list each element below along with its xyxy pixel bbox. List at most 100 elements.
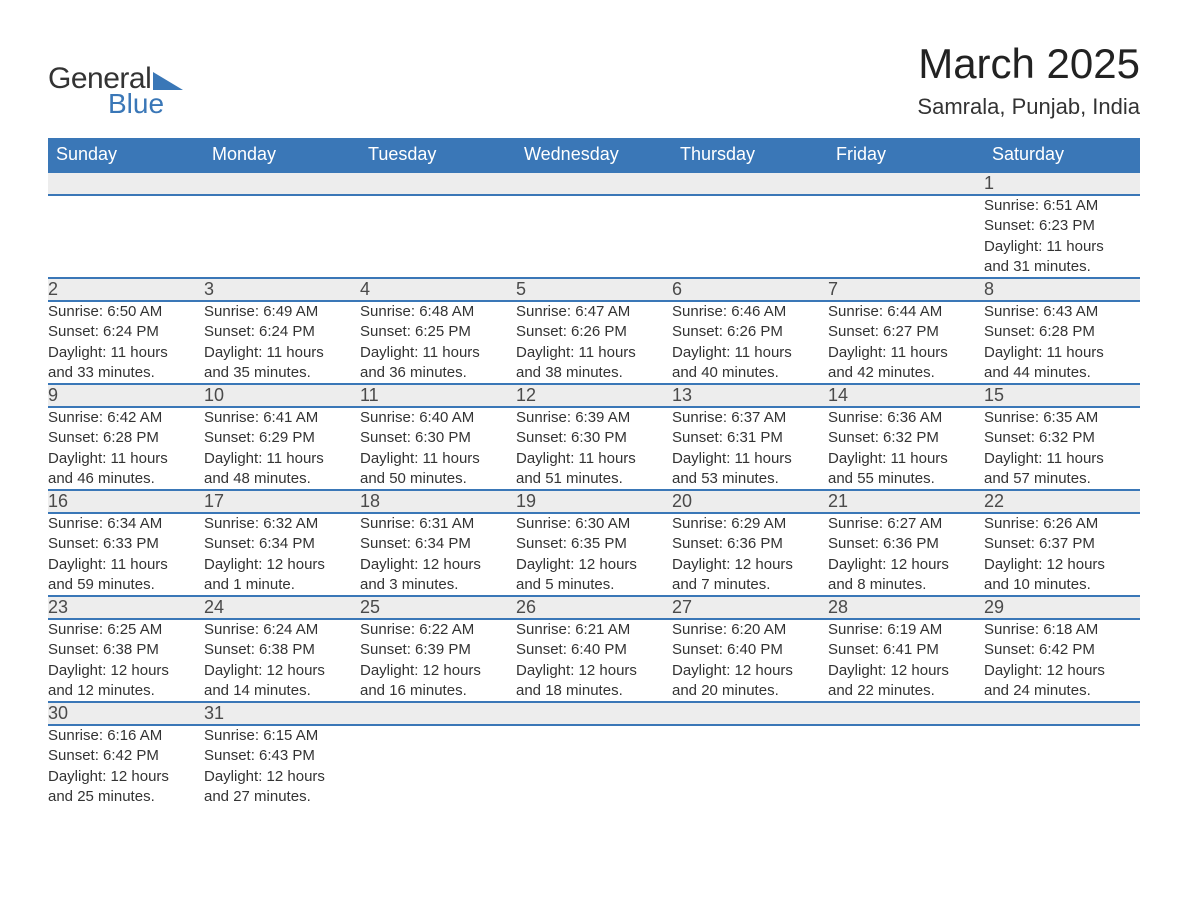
day-detail-cell: Sunrise: 6:46 AMSunset: 6:26 PMDaylight:… xyxy=(672,301,828,384)
title-block: March 2025 Samrala, Punjab, India xyxy=(917,40,1140,120)
sunrise-text: Sunrise: 6:30 AM xyxy=(516,514,672,534)
daylight-text-1: Daylight: 11 hours xyxy=(984,343,1140,363)
daylight-text-2: and 5 minutes. xyxy=(516,575,672,595)
daylight-text-2: and 36 minutes. xyxy=(360,363,516,383)
day-detail-cell: Sunrise: 6:22 AMSunset: 6:39 PMDaylight:… xyxy=(360,619,516,702)
sunset-text: Sunset: 6:24 PM xyxy=(48,322,204,342)
sunset-text: Sunset: 6:42 PM xyxy=(984,640,1140,660)
sunrise-text: Sunrise: 6:51 AM xyxy=(984,196,1140,216)
day-number-cell: 27 xyxy=(672,596,828,619)
day-number-cell: 24 xyxy=(204,596,360,619)
sunrise-text: Sunrise: 6:39 AM xyxy=(516,408,672,428)
sunrise-text: Sunrise: 6:50 AM xyxy=(48,302,204,322)
daylight-text-1: Daylight: 11 hours xyxy=(204,343,360,363)
sunrise-text: Sunrise: 6:19 AM xyxy=(828,620,984,640)
day-detail-cell: Sunrise: 6:51 AMSunset: 6:23 PMDaylight:… xyxy=(984,195,1140,278)
logo-text-blue: Blue xyxy=(108,90,183,118)
calendar-header-row: SundayMondayTuesdayWednesdayThursdayFrid… xyxy=(48,138,1140,172)
sunrise-text: Sunrise: 6:47 AM xyxy=(516,302,672,322)
day-detail-cell: Sunrise: 6:35 AMSunset: 6:32 PMDaylight:… xyxy=(984,407,1140,490)
sunrise-text: Sunrise: 6:35 AM xyxy=(984,408,1140,428)
sunrise-text: Sunrise: 6:25 AM xyxy=(48,620,204,640)
calendar-table: SundayMondayTuesdayWednesdayThursdayFrid… xyxy=(48,138,1140,807)
sunrise-text: Sunrise: 6:24 AM xyxy=(204,620,360,640)
day-number-cell xyxy=(516,702,672,725)
sunrise-text: Sunrise: 6:41 AM xyxy=(204,408,360,428)
day-number-cell: 28 xyxy=(828,596,984,619)
sunset-text: Sunset: 6:38 PM xyxy=(204,640,360,660)
daylight-text-1: Daylight: 12 hours xyxy=(360,555,516,575)
sunrise-text: Sunrise: 6:40 AM xyxy=(360,408,516,428)
sunrise-text: Sunrise: 6:15 AM xyxy=(204,726,360,746)
daylight-text-1: Daylight: 12 hours xyxy=(672,661,828,681)
sunset-text: Sunset: 6:30 PM xyxy=(516,428,672,448)
sunrise-text: Sunrise: 6:36 AM xyxy=(828,408,984,428)
day-detail-cell: Sunrise: 6:32 AMSunset: 6:34 PMDaylight:… xyxy=(204,513,360,596)
daylight-text-1: Daylight: 11 hours xyxy=(828,449,984,469)
daylight-text-2: and 53 minutes. xyxy=(672,469,828,489)
daylight-text-1: Daylight: 11 hours xyxy=(672,343,828,363)
daylight-text-1: Daylight: 12 hours xyxy=(984,555,1140,575)
day-detail-cell: Sunrise: 6:49 AMSunset: 6:24 PMDaylight:… xyxy=(204,301,360,384)
day-detail-cell: Sunrise: 6:15 AMSunset: 6:43 PMDaylight:… xyxy=(204,725,360,807)
day-detail-cell xyxy=(516,195,672,278)
day-detail-cell: Sunrise: 6:50 AMSunset: 6:24 PMDaylight:… xyxy=(48,301,204,384)
day-number-cell: 31 xyxy=(204,702,360,725)
sunset-text: Sunset: 6:39 PM xyxy=(360,640,516,660)
day-number-cell: 2 xyxy=(48,278,204,301)
sunset-text: Sunset: 6:28 PM xyxy=(48,428,204,448)
day-detail-cell xyxy=(516,725,672,807)
sunset-text: Sunset: 6:24 PM xyxy=(204,322,360,342)
day-detail-cell: Sunrise: 6:47 AMSunset: 6:26 PMDaylight:… xyxy=(516,301,672,384)
daylight-text-1: Daylight: 12 hours xyxy=(360,661,516,681)
day-detail-cell: Sunrise: 6:26 AMSunset: 6:37 PMDaylight:… xyxy=(984,513,1140,596)
day-number-cell xyxy=(360,172,516,195)
day-detail-cell: Sunrise: 6:24 AMSunset: 6:38 PMDaylight:… xyxy=(204,619,360,702)
daylight-text-2: and 3 minutes. xyxy=(360,575,516,595)
sunset-text: Sunset: 6:36 PM xyxy=(672,534,828,554)
sunrise-text: Sunrise: 6:27 AM xyxy=(828,514,984,534)
day-header: Tuesday xyxy=(360,138,516,172)
sunrise-text: Sunrise: 6:31 AM xyxy=(360,514,516,534)
day-detail-cell: Sunrise: 6:48 AMSunset: 6:25 PMDaylight:… xyxy=(360,301,516,384)
day-detail-cell xyxy=(828,195,984,278)
daylight-text-1: Daylight: 12 hours xyxy=(516,661,672,681)
daylight-text-1: Daylight: 12 hours xyxy=(828,555,984,575)
sunrise-text: Sunrise: 6:42 AM xyxy=(48,408,204,428)
day-number-cell: 29 xyxy=(984,596,1140,619)
day-number-cell: 19 xyxy=(516,490,672,513)
sunset-text: Sunset: 6:25 PM xyxy=(360,322,516,342)
daylight-text-2: and 46 minutes. xyxy=(48,469,204,489)
daylight-text-2: and 25 minutes. xyxy=(48,787,204,807)
logo: General Blue xyxy=(48,64,183,118)
day-number-cell: 7 xyxy=(828,278,984,301)
sunset-text: Sunset: 6:28 PM xyxy=(984,322,1140,342)
daylight-text-2: and 31 minutes. xyxy=(984,257,1140,277)
daylight-text-1: Daylight: 12 hours xyxy=(204,555,360,575)
sunrise-text: Sunrise: 6:34 AM xyxy=(48,514,204,534)
day-number-cell: 6 xyxy=(672,278,828,301)
sunset-text: Sunset: 6:30 PM xyxy=(360,428,516,448)
sunset-text: Sunset: 6:41 PM xyxy=(828,640,984,660)
day-number-cell: 15 xyxy=(984,384,1140,407)
day-number-cell: 3 xyxy=(204,278,360,301)
sunset-text: Sunset: 6:29 PM xyxy=(204,428,360,448)
daylight-text-1: Daylight: 12 hours xyxy=(984,661,1140,681)
header: General Blue March 2025 Samrala, Punjab,… xyxy=(48,40,1140,120)
daylight-text-1: Daylight: 12 hours xyxy=(516,555,672,575)
day-detail-cell xyxy=(48,195,204,278)
sunset-text: Sunset: 6:34 PM xyxy=(204,534,360,554)
day-number-cell: 1 xyxy=(984,172,1140,195)
daylight-text-2: and 59 minutes. xyxy=(48,575,204,595)
day-detail-cell: Sunrise: 6:44 AMSunset: 6:27 PMDaylight:… xyxy=(828,301,984,384)
daylight-text-1: Daylight: 11 hours xyxy=(360,343,516,363)
sunrise-text: Sunrise: 6:49 AM xyxy=(204,302,360,322)
sunrise-text: Sunrise: 6:32 AM xyxy=(204,514,360,534)
daylight-text-1: Daylight: 11 hours xyxy=(48,449,204,469)
day-number-cell xyxy=(984,702,1140,725)
day-number-cell: 14 xyxy=(828,384,984,407)
day-number-cell xyxy=(828,702,984,725)
daylight-text-2: and 12 minutes. xyxy=(48,681,204,701)
day-detail-cell: Sunrise: 6:36 AMSunset: 6:32 PMDaylight:… xyxy=(828,407,984,490)
day-number-cell: 10 xyxy=(204,384,360,407)
